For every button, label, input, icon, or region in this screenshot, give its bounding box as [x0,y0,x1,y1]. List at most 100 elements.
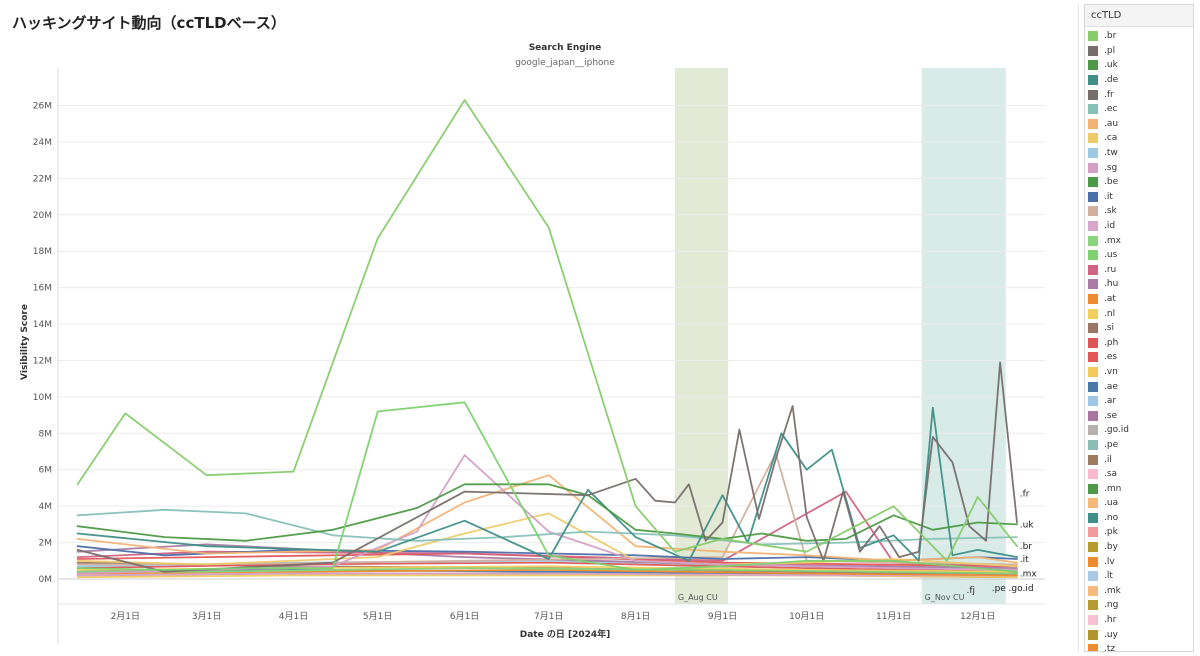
series-line-us [76,401,1018,573]
legend-item[interactable]: .lt [1085,569,1193,584]
legend-label: .si [1104,323,1115,334]
legend-swatch [1088,352,1098,363]
legend-item[interactable]: .uy [1085,627,1193,642]
legend-label: .sa [1104,469,1118,480]
series-line-ru [76,490,1018,568]
legend-label: .lv [1104,556,1115,567]
legend-item[interactable]: .se [1085,408,1193,423]
legend-item[interactable]: .by [1085,540,1193,555]
legend-label: .no [1104,512,1119,523]
legend-item[interactable]: .ng [1085,598,1193,613]
legend-item[interactable]: .tz [1085,642,1193,652]
legend-swatch [1088,381,1098,392]
legend-label: .uy [1104,629,1118,640]
x-tick-label: 3月1日 [192,611,221,622]
legend-label: .sg [1104,162,1118,173]
legend-item[interactable]: .at [1085,292,1193,307]
end-label: .go.id [1009,584,1034,594]
legend-item[interactable]: .lv [1085,554,1193,569]
legend-item[interactable]: .si [1085,321,1193,336]
legend-label: .pl [1104,45,1116,56]
legend-label: .be [1104,177,1119,188]
legend-item[interactable]: .nl [1085,306,1193,321]
page-title: ハッキングサイト動向（ccTLDベース） [12,14,286,32]
band-label-1: G_Aug CU [678,593,718,602]
legend-swatch [1088,512,1098,523]
legend-swatch [1088,644,1098,651]
x-tick-label: 5月1日 [363,611,392,622]
legend-swatch [1088,177,1098,188]
x-tick-label: 10月1日 [789,611,824,622]
legend-swatch [1088,585,1098,596]
x-tick-label: 11月1日 [876,611,911,622]
y-tick-label: 4M [39,502,53,512]
chart-header-label: Search Engine [529,43,602,53]
legend-item[interactable]: .pk [1085,525,1193,540]
legend-label: .ph [1104,337,1119,348]
legend-label: .uk [1104,60,1118,71]
legend-item[interactable]: .us [1085,248,1193,263]
x-tick-label: 9月1日 [708,611,737,622]
legend-item[interactable]: .hu [1085,277,1193,292]
legend-item[interactable]: .ca [1085,131,1193,146]
band-1 [674,68,729,604]
legend-label: .go.id [1104,425,1129,436]
legend-item[interactable]: .ua [1085,496,1193,511]
legend-item[interactable]: .mx [1085,233,1193,248]
legend-item[interactable]: .il [1085,452,1193,467]
y-tick-label: 0M [39,575,53,585]
legend-label: .se [1104,410,1118,421]
legend-item[interactable]: .go.id [1085,423,1193,438]
legend-item[interactable]: .tw [1085,146,1193,161]
legend-panel: ccTLD .br .pl .uk .de .fr .ec .au .ca .tw .sg .be.… [1084,4,1194,652]
legend-item[interactable]: .id [1085,219,1193,234]
legend-swatch [1088,615,1098,626]
legend-item[interactable]: .sk [1085,204,1193,219]
legend-item[interactable]: .ae [1085,379,1193,394]
y-tick-label: 2M [39,539,53,549]
legend-item[interactable]: .no [1085,511,1193,526]
legend-item[interactable]: .fr [1085,87,1193,102]
legend-label: .tw [1104,148,1118,159]
legend-label: .lt [1104,571,1113,582]
legend-swatch [1088,89,1098,100]
end-label: .it [1020,555,1029,565]
legend-item[interactable]: .mn [1085,481,1193,496]
legend-item[interactable]: .ar [1085,394,1193,409]
legend-item[interactable]: .uk [1085,58,1193,73]
legend-swatch [1088,75,1098,86]
legend-label: .it [1104,191,1113,202]
legend-swatch [1088,410,1098,421]
legend-item[interactable]: .vn [1085,365,1193,380]
series-line-au [76,474,1018,564]
legend-item[interactable]: .de [1085,73,1193,88]
legend-item[interactable]: .pl [1085,44,1193,59]
legend-label: .tz [1104,644,1116,652]
legend-item[interactable]: .sg [1085,160,1193,175]
x-tick-label: 12月1日 [960,611,995,622]
legend-label: .il [1104,454,1112,465]
legend-item[interactable]: .it [1085,190,1193,205]
legend-label: .ec [1104,104,1118,115]
legend-label: .mn [1104,483,1122,494]
legend-item[interactable]: .br [1085,29,1193,44]
legend-swatch [1088,600,1098,611]
legend-item[interactable]: .be [1085,175,1193,190]
legend-swatch [1088,629,1098,640]
legend-swatch [1088,148,1098,159]
legend-item[interactable]: .es [1085,350,1193,365]
legend-swatch [1088,235,1098,246]
legend-label: .ng [1104,600,1119,611]
legend-item[interactable]: .sa [1085,467,1193,482]
legend-item[interactable]: .ec [1085,102,1193,117]
legend-item[interactable]: .ph [1085,335,1193,350]
legend-item[interactable]: .hr [1085,613,1193,628]
legend-swatch [1088,556,1098,567]
legend-swatch [1088,337,1098,348]
legend-item[interactable]: .au [1085,117,1193,132]
legend-item[interactable]: .mk [1085,584,1193,599]
legend-label: .by [1104,542,1118,553]
legend-item[interactable]: .ru [1085,263,1193,278]
series-line-id [76,572,1018,577]
legend-item[interactable]: .pe [1085,438,1193,453]
